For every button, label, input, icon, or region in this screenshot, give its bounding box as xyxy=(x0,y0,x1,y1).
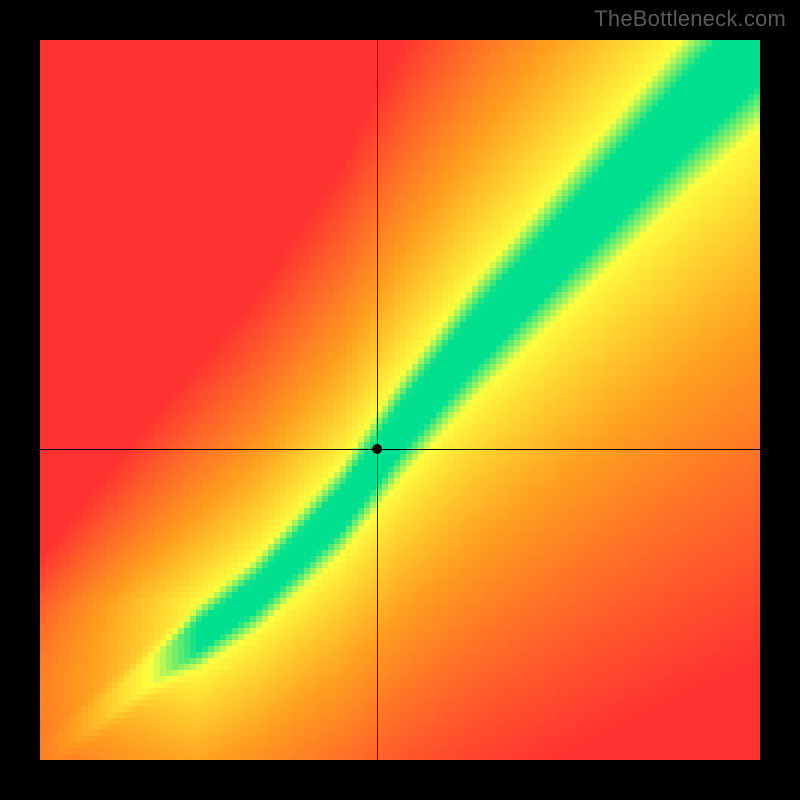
chart-container: TheBottleneck.com xyxy=(0,0,800,800)
crosshair-vertical xyxy=(377,40,378,760)
plot-area xyxy=(40,40,760,760)
crosshair-horizontal xyxy=(40,449,760,450)
heatmap-canvas xyxy=(40,40,760,760)
marker-dot xyxy=(372,444,382,454)
watermark-text: TheBottleneck.com xyxy=(594,6,786,32)
